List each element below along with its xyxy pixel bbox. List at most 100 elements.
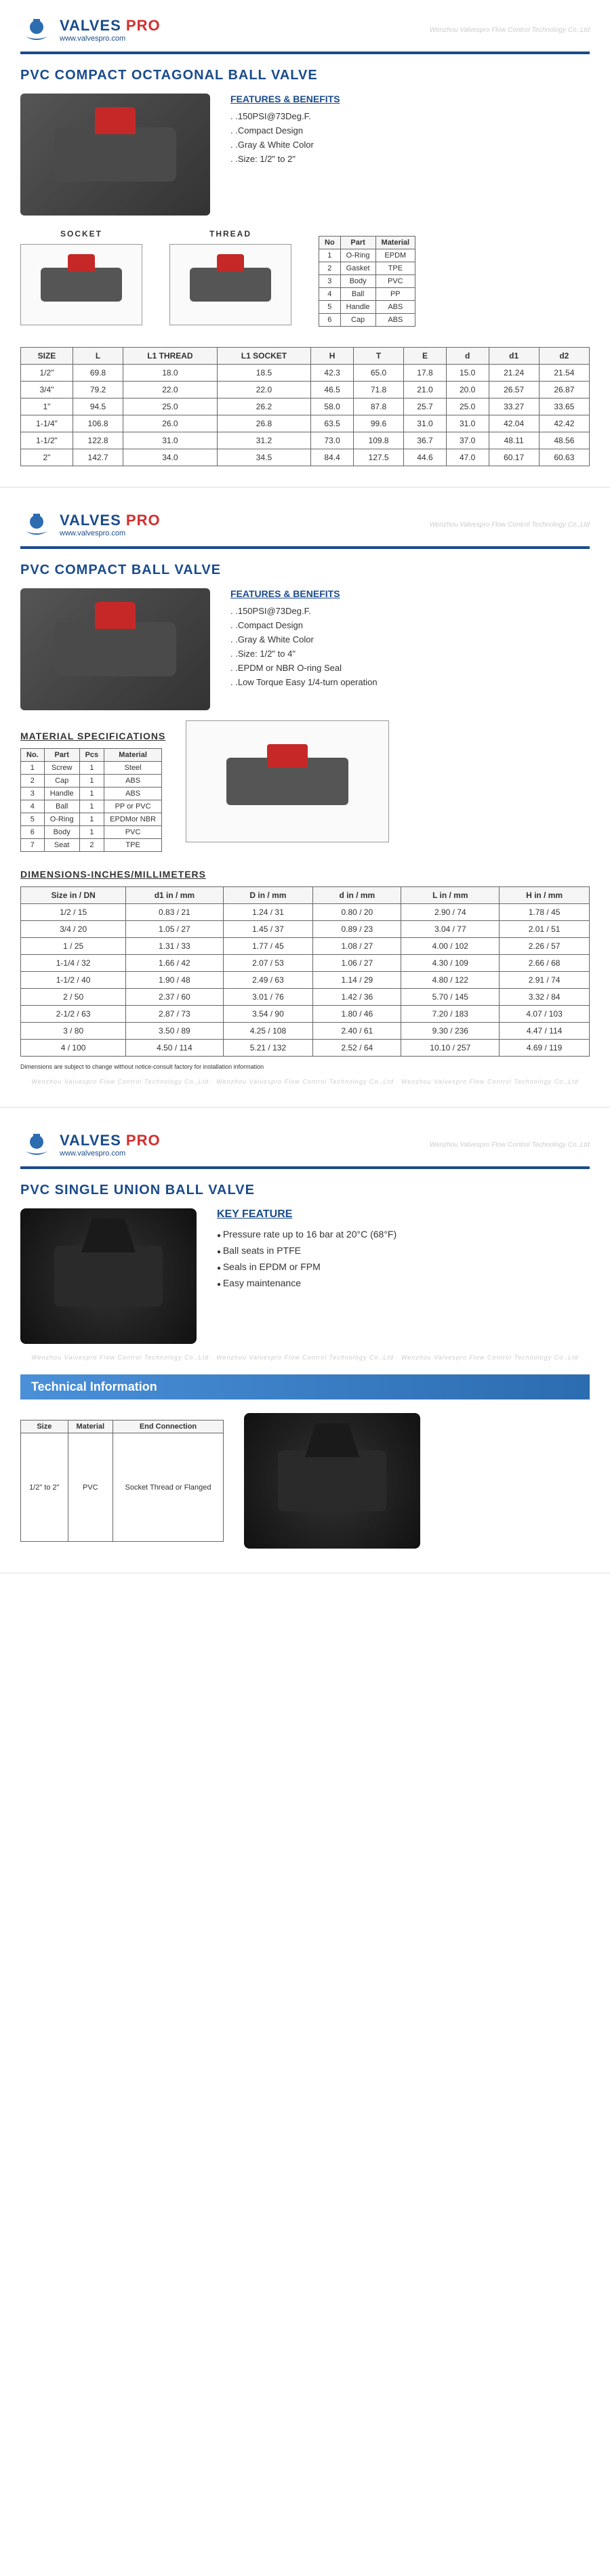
table-row: 3 / 803.50 / 894.25 / 1082.40 / 619.30 /… [21, 1023, 590, 1040]
watermark: Wenzhou Valvespro Flow Control Technolog… [430, 26, 590, 34]
table-header: Material [375, 237, 415, 249]
footnote: Dimensions are subject to change without… [20, 1063, 590, 1070]
logo-block: VALVES PRO www.valvespro.com [20, 14, 161, 46]
material-table: No.PartPcsMaterial1Screw1Steel2Cap1ABS3H… [20, 748, 162, 852]
watermark-line: Wenzhou Valvespro Flow Control Technolog… [20, 1078, 590, 1085]
header-3: VALVES PRO www.valvespro.com Wenzhou Val… [20, 1128, 590, 1169]
feature-item: .150PSI@73Deg.F. [230, 606, 590, 616]
key-features-list: Pressure rate up to 16 bar at 20°C (68°F… [217, 1229, 590, 1288]
table-header: SIZE [21, 348, 73, 365]
table-header: Part [340, 237, 375, 249]
table-header: H in / mm [500, 887, 590, 904]
valve-logo-icon [20, 1128, 53, 1161]
diagram-socket: SOCKET [20, 229, 142, 325]
table-row: 4BallPP [319, 288, 415, 301]
page-3: VALVES PRO www.valvespro.com Wenzhou Val… [0, 1115, 610, 1574]
table-row: 3BodyPVC [319, 275, 415, 288]
table-header: End Connection [113, 1420, 223, 1433]
table-header: L1 SOCKET [217, 348, 311, 365]
feature-item: .150PSI@73Deg.F. [230, 111, 590, 121]
features-title-1: FEATURES & BENEFITS [230, 94, 590, 104]
table-row: 1Screw1Steel [21, 762, 162, 775]
table-row: 3Handle1ABS [21, 788, 162, 800]
table-header: d1 in / mm [126, 887, 223, 904]
table-header: Pcs [79, 749, 104, 762]
feature-item: .Compact Design [230, 620, 590, 630]
table-header: L [73, 348, 123, 365]
dim-title-2: DIMENSIONS-INCHES/MILLIMETERS [20, 869, 590, 880]
page-2: VALVES PRO www.valvespro.com Wenzhou Val… [0, 495, 610, 1108]
table-header: No. [21, 749, 45, 762]
table-header: T [353, 348, 403, 365]
feature-item: .Low Torque Easy 1/4-turn operation [230, 677, 590, 687]
table-row: 6CapABS [319, 314, 415, 327]
feature-item: Seals in EPDM or FPM [217, 1261, 590, 1272]
table-row: 1-1/2 / 401.90 / 482.49 / 631.14 / 294.8… [21, 972, 590, 989]
table-row: 1/2"69.818.018.542.365.017.815.021.2421.… [21, 365, 590, 382]
features-list-2: .150PSI@73Deg.F. .Compact Design .Gray & W… [230, 606, 590, 687]
table-header: Part [44, 749, 79, 762]
product-image-2 [20, 588, 210, 710]
feature-item: .Gray & White Color [230, 140, 590, 150]
table-row: 3/4 / 201.05 / 271.45 / 370.89 / 233.04 … [21, 921, 590, 938]
table-row: 4Ball1PP or PVC [21, 800, 162, 813]
product-image-1 [20, 94, 210, 216]
key-title: KEY FEATURE [217, 1208, 590, 1221]
feature-item: .Gray & White Color [230, 634, 590, 645]
features-list-1: .150PSI@73Deg.F. .Compact Design .Gray & W… [230, 111, 590, 164]
brand-name: VALVES PRO [60, 17, 161, 34]
table-header: No [319, 237, 341, 249]
table-row: 5HandleABS [319, 301, 415, 314]
table-row: 1/2 / 150.83 / 211.24 / 310.80 / 202.90 … [21, 904, 590, 921]
brand-url: www.valvespro.com [60, 35, 161, 43]
page2-title: PVC COMPACT BALL VALVE [20, 563, 590, 578]
table-header: d2 [539, 348, 589, 365]
dimensions-table-1: SIZELL1 THREADL1 SOCKETHTEdd1d21/2"69.81… [20, 347, 590, 466]
table-row: 1/2" to 2"PVCSocket Thread or Flanged [21, 1433, 224, 1542]
valve-logo-icon [20, 14, 53, 46]
table-row: 6Body1PVC [21, 826, 162, 839]
table-row: 1-1/2"122.831.031.273.0109.836.737.048.1… [21, 432, 590, 449]
parts-table-1: NoPartMaterial1O-RingEPDM2GasketTPE3Body… [319, 236, 415, 327]
header-2: VALVES PRO www.valvespro.com Wenzhou Val… [20, 508, 590, 549]
table-row: 1O-RingEPDM [319, 249, 415, 262]
page1-title: PVC COMPACT OCTAGONAL BALL VALVE [20, 68, 590, 83]
table-header: L1 THREAD [123, 348, 218, 365]
table-header: D in / mm [223, 887, 313, 904]
table-header: d [446, 348, 489, 365]
table-header: H [311, 348, 354, 365]
diagram-thread: THREAD [169, 229, 291, 325]
table-row: 4 / 1004.50 / 1145.21 / 1322.52 / 6410.1… [21, 1040, 590, 1057]
table-row: 1-1/4 / 321.66 / 422.07 / 531.06 / 274.3… [21, 955, 590, 972]
table-header: Size [21, 1420, 68, 1433]
table-row: 7Seat2TPE [21, 839, 162, 852]
table-row: 2 / 502.37 / 603.01 / 761.42 / 365.70 / … [21, 989, 590, 1006]
feature-item: .Compact Design [230, 125, 590, 136]
features-block-1: FEATURES & BENEFITS .150PSI@73Deg.F. .Com… [230, 94, 590, 216]
table-header: Size in / DN [21, 887, 126, 904]
table-header: L in / mm [401, 887, 500, 904]
table-row: 1-1/4"106.826.026.863.599.631.031.042.04… [21, 415, 590, 432]
page3-title: PVC SINGLE UNION BALL VALVE [20, 1183, 590, 1198]
table-row: 3/4"79.222.022.046.571.821.020.026.5726.… [21, 382, 590, 398]
valve-logo-icon [20, 508, 53, 541]
features-block-2: FEATURES & BENEFITS .150PSI@73Deg.F..Com… [230, 588, 590, 710]
page-1: VALVES PRO www.valvespro.com Wenzhou Val… [0, 0, 610, 488]
key-features-block: KEY FEATURE Pressure rate up to 16 bar a… [217, 1208, 590, 1344]
table-header: d in / mm [313, 887, 401, 904]
table-row: 1 / 251.31 / 331.77 / 451.08 / 274.00 / … [21, 938, 590, 955]
feature-item: .Size: 1/2" to 2" [230, 154, 590, 164]
table-row: 2GasketTPE [319, 262, 415, 275]
mat-title: MATERIAL SPECIFICATIONS [20, 731, 165, 741]
header-1: VALVES PRO www.valvespro.com Wenzhou Val… [20, 14, 590, 54]
table-row: 1"94.525.026.258.087.825.725.033.2733.65 [21, 398, 590, 415]
table-header: Material [104, 749, 162, 762]
feature-item: .Size: 1/2" to 4" [230, 649, 590, 659]
feature-item: .EPDM or NBR O-ring Seal [230, 663, 590, 673]
tech-table: SizeMaterialEnd Connection1/2" to 2"PVCS… [20, 1420, 224, 1542]
tech-banner: Technical Information [20, 1374, 590, 1399]
product-image-4 [244, 1413, 420, 1549]
table-row: 2Cap1ABS [21, 775, 162, 788]
table-row: 2-1/2 / 632.87 / 733.54 / 901.80 / 467.2… [21, 1006, 590, 1023]
feature-item: Ball seats in PTFE [217, 1245, 590, 1256]
